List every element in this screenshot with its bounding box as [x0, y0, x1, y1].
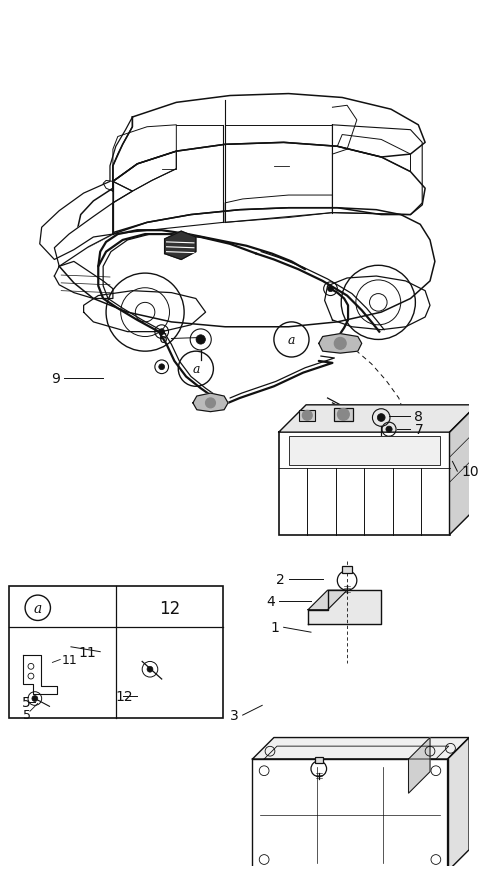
Text: 10: 10: [461, 465, 479, 479]
Polygon shape: [408, 738, 430, 794]
Text: 5: 5: [22, 695, 31, 709]
Polygon shape: [113, 95, 425, 182]
Text: 8: 8: [414, 409, 423, 423]
Polygon shape: [450, 405, 477, 535]
Text: 1: 1: [271, 621, 280, 635]
Circle shape: [335, 339, 346, 350]
Polygon shape: [279, 405, 477, 432]
Text: 5: 5: [23, 708, 31, 721]
Bar: [315, 757, 323, 763]
Circle shape: [196, 335, 205, 345]
Text: 7: 7: [414, 423, 423, 437]
Circle shape: [205, 398, 216, 409]
Bar: [342, 567, 352, 574]
Bar: [288, 437, 440, 466]
Text: 12: 12: [116, 688, 133, 702]
Text: 2: 2: [276, 572, 285, 586]
Text: a: a: [192, 363, 200, 376]
Polygon shape: [447, 738, 469, 871]
Bar: [279, 432, 450, 535]
Circle shape: [327, 287, 334, 292]
Bar: [300, 410, 315, 422]
Circle shape: [337, 409, 349, 421]
Polygon shape: [308, 590, 347, 610]
Polygon shape: [165, 232, 196, 260]
Polygon shape: [77, 143, 425, 247]
Text: 11: 11: [79, 645, 96, 659]
Bar: [9, 587, 223, 718]
Circle shape: [377, 414, 385, 422]
Text: 12: 12: [159, 599, 180, 617]
Circle shape: [302, 411, 312, 421]
Polygon shape: [252, 759, 447, 871]
Circle shape: [32, 695, 38, 702]
Circle shape: [159, 330, 165, 335]
Circle shape: [147, 667, 153, 673]
Bar: [334, 408, 353, 422]
Text: a: a: [34, 601, 42, 615]
Text: 3: 3: [230, 709, 239, 723]
Polygon shape: [54, 203, 113, 267]
Text: a: a: [288, 333, 295, 346]
Text: 11: 11: [62, 653, 78, 667]
Polygon shape: [193, 394, 228, 412]
Text: 6: 6: [159, 332, 168, 346]
Circle shape: [386, 426, 392, 433]
Text: 9: 9: [51, 372, 60, 386]
Polygon shape: [319, 334, 362, 353]
Polygon shape: [308, 590, 381, 624]
Polygon shape: [252, 738, 469, 759]
Text: 4: 4: [266, 595, 275, 609]
Circle shape: [159, 365, 165, 370]
